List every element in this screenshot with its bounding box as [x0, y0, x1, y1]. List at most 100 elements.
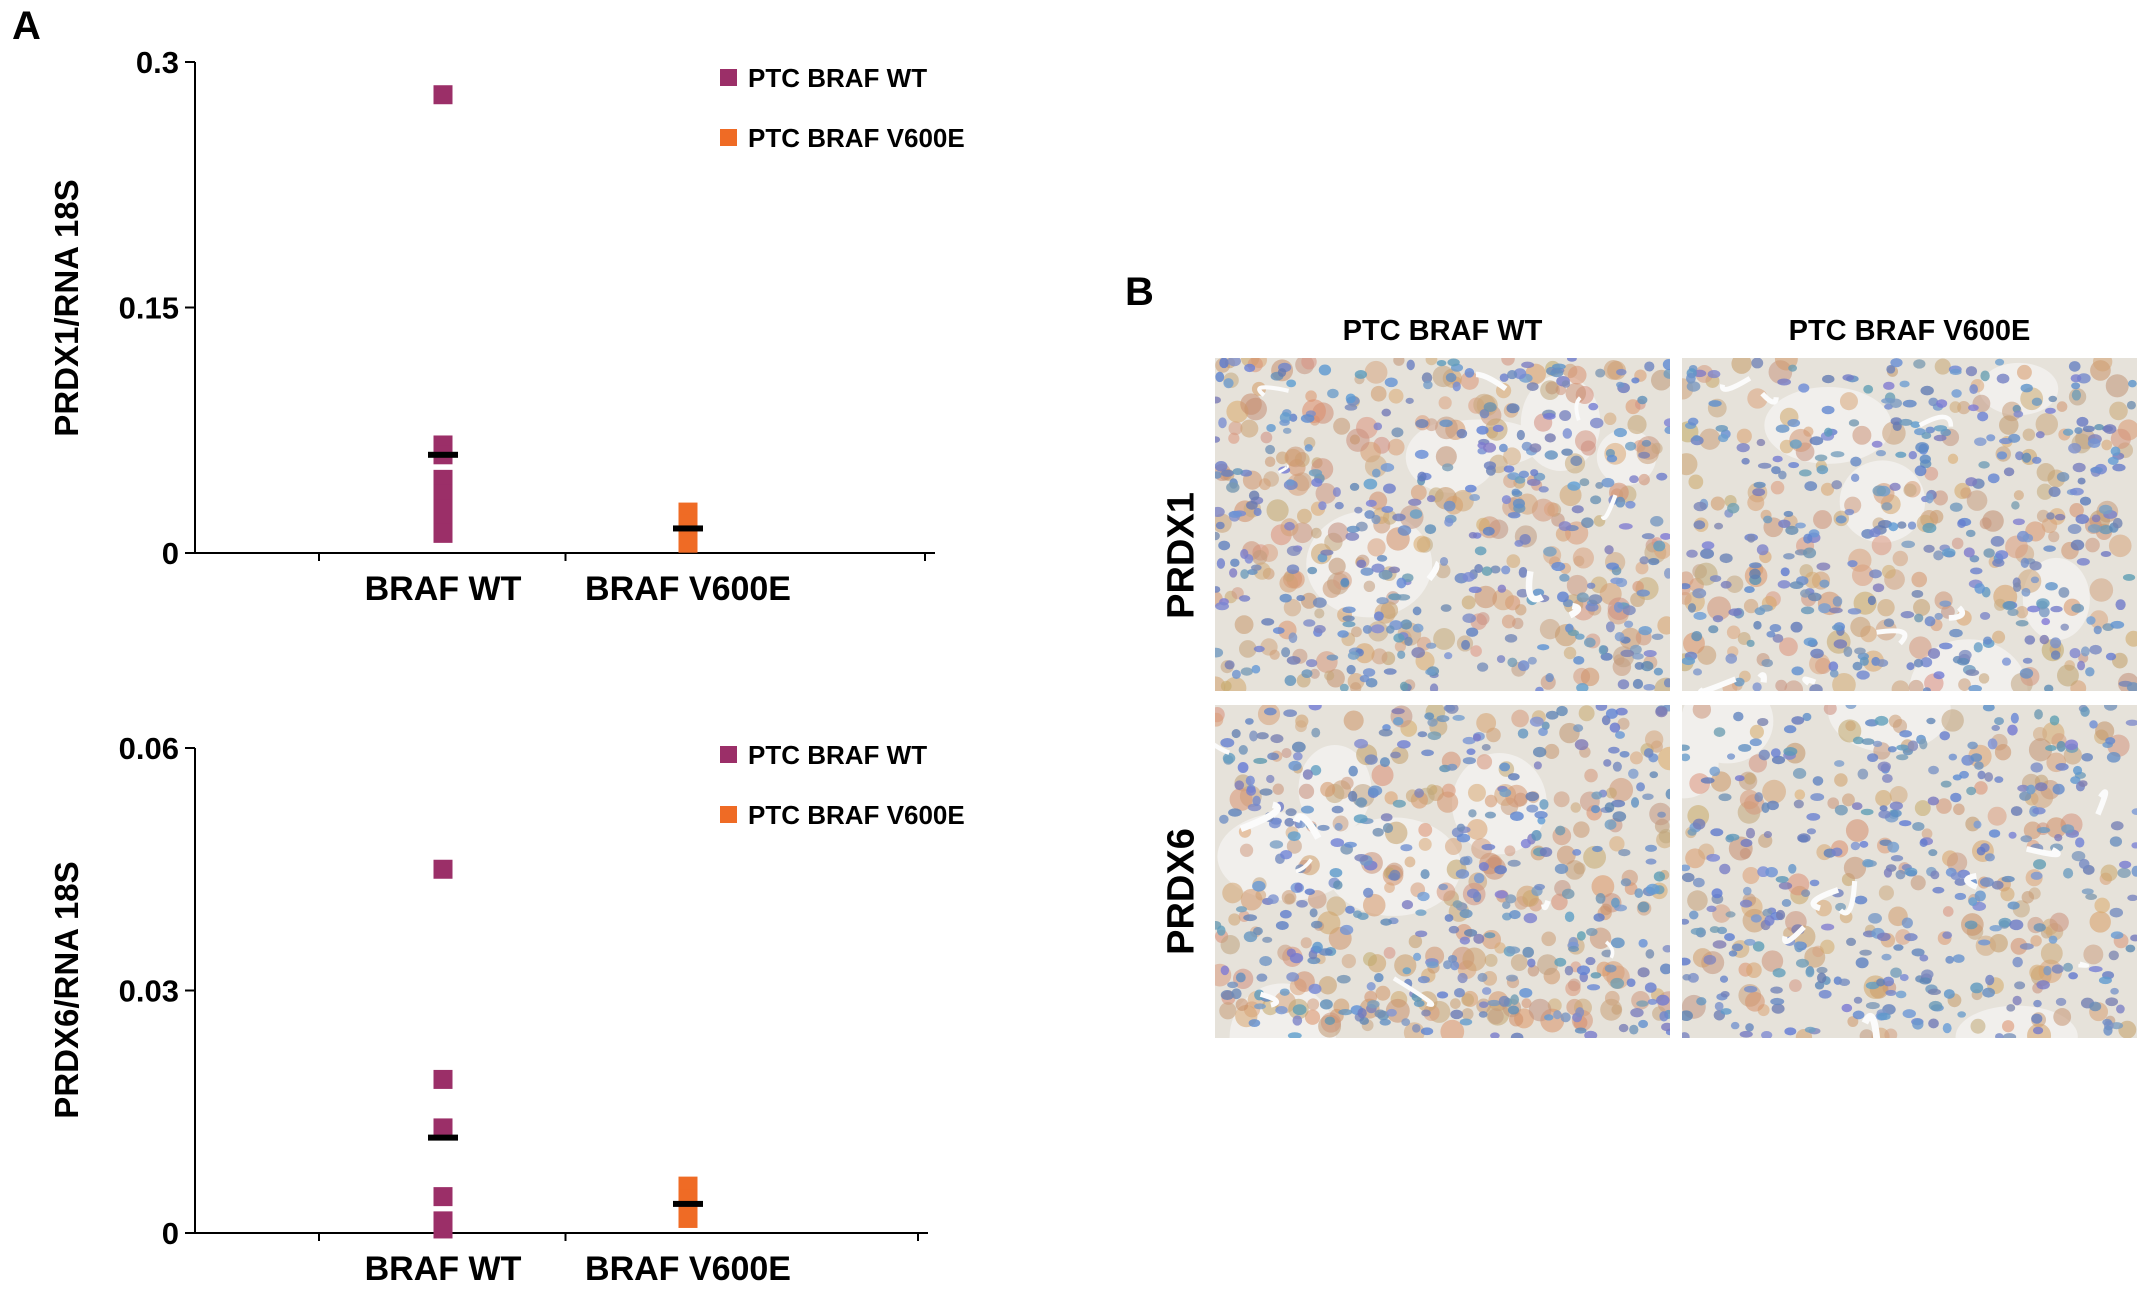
cell-nucleus	[1883, 381, 1895, 390]
cell-nucleus	[1476, 425, 1489, 435]
cell-nucleus	[1801, 889, 1811, 898]
cell-nucleus	[1459, 909, 1473, 919]
cell-nucleus	[2091, 514, 2101, 523]
stained-cytoplasm	[1591, 875, 1615, 898]
cell-nucleus	[1890, 967, 1902, 978]
cell-nucleus	[1443, 705, 1456, 712]
cell-nucleus	[1444, 517, 1454, 527]
cell-nucleus	[1554, 957, 1567, 967]
cell-nucleus	[1420, 869, 1430, 880]
cell-nucleus	[1566, 358, 1577, 362]
cell-nucleus	[2075, 514, 2090, 525]
cell-nucleus	[1802, 712, 1812, 722]
cell-nucleus	[1228, 808, 1242, 817]
cell-nucleus	[1973, 820, 1982, 829]
cell-nucleus	[1376, 554, 1388, 562]
cell-nucleus	[2109, 907, 2124, 918]
cell-nucleus	[1499, 788, 1512, 798]
cell-nucleus	[1682, 864, 1691, 872]
cell-nucleus	[1415, 909, 1427, 916]
cell-nucleus	[1220, 738, 1235, 748]
stained-cytoplasm	[1553, 791, 1570, 808]
cell-nucleus	[1234, 780, 1245, 790]
cell-nucleus	[1472, 733, 1482, 742]
cell-nucleus	[1215, 521, 1225, 530]
cell-nucleus	[2001, 875, 2015, 883]
cell-nucleus	[2110, 987, 2119, 995]
cell-nucleus	[1795, 958, 1809, 968]
cell-nucleus	[1312, 941, 1323, 953]
cell-nucleus	[1591, 791, 1603, 800]
cell-nucleus	[2069, 487, 2084, 496]
cell-nucleus	[1498, 995, 1510, 1007]
cell-nucleus	[1757, 717, 1769, 727]
cell-nucleus	[2088, 966, 2103, 973]
stained-cytoplasm	[1911, 571, 1928, 588]
cell-nucleus	[1359, 675, 1370, 683]
cell-nucleus	[1693, 501, 1707, 512]
stained-cytoplasm	[1320, 781, 1336, 797]
cell-nucleus	[1630, 797, 1640, 808]
stained-cytoplasm	[1387, 438, 1405, 456]
cell-nucleus	[1413, 952, 1422, 961]
cell-nucleus	[1934, 612, 1943, 620]
stained-cytoplasm	[1566, 574, 1588, 596]
cell-nucleus	[1756, 438, 1766, 447]
cell-nucleus	[1634, 662, 1645, 670]
cell-nucleus	[1356, 797, 1367, 808]
cell-nucleus	[1912, 821, 1925, 831]
cell-nucleus	[1860, 808, 1874, 816]
cell-nucleus	[1920, 657, 1933, 668]
cell-nucleus	[1788, 364, 1797, 372]
tissue-cleft	[1782, 925, 1806, 945]
cell-nucleus	[1447, 763, 1458, 771]
stained-cytoplasm	[1692, 705, 1712, 719]
cell-nucleus	[1790, 621, 1803, 633]
cell-nucleus	[1412, 623, 1424, 633]
stained-cytoplasm	[1743, 598, 1759, 614]
cell-nucleus	[1810, 648, 1824, 659]
cell-nucleus	[1798, 469, 1812, 477]
cell-nucleus	[2019, 943, 2034, 950]
cell-nucleus	[1927, 648, 1941, 659]
cell-nucleus	[1974, 583, 1985, 594]
cell-nucleus	[1603, 759, 1612, 767]
cell-nucleus	[1872, 740, 1883, 748]
cell-nucleus	[1555, 825, 1566, 836]
cell-nucleus	[1942, 548, 1956, 558]
cell-nucleus	[1356, 559, 1367, 569]
cell-nucleus	[1402, 967, 1412, 975]
cell-nucleus	[1354, 370, 1368, 379]
tissue-cleft	[2078, 961, 2090, 968]
cell-nucleus	[1380, 463, 1395, 472]
cell-nucleus	[1848, 419, 1860, 427]
cell-nucleus	[1466, 888, 1480, 899]
cell-nucleus	[1925, 492, 1934, 504]
cell-nucleus	[2078, 780, 2088, 787]
stained-cytoplasm	[1657, 616, 1670, 635]
cell-nucleus	[1949, 502, 1963, 512]
cell-nucleus	[1344, 404, 1358, 411]
cell-nucleus	[2064, 739, 2079, 751]
cell-nucleus	[1781, 899, 1792, 907]
cell-nucleus	[1450, 960, 1460, 971]
cell-nucleus	[1483, 461, 1497, 470]
stained-cytoplasm	[1234, 615, 1254, 635]
tissue-cleft	[1838, 880, 1858, 916]
cell-nucleus	[1745, 827, 1756, 839]
stained-cytoplasm	[1272, 783, 1284, 795]
cell-nucleus	[1857, 768, 1869, 780]
cell-nucleus	[1396, 740, 1411, 749]
stained-cytoplasm	[1710, 496, 1725, 511]
stained-cytoplasm	[1384, 882, 1395, 893]
stained-cytoplasm	[1494, 942, 1506, 954]
cell-nucleus	[1914, 613, 1924, 623]
stained-cytoplasm	[1476, 612, 1490, 626]
cell-nucleus	[1340, 578, 1350, 588]
cell-nucleus	[1436, 991, 1449, 999]
cell-nucleus	[1904, 933, 1918, 942]
cell-nucleus	[1481, 843, 1496, 851]
cell-nucleus	[2116, 1004, 2125, 1014]
cell-nucleus	[1218, 417, 1227, 429]
cell-nucleus	[2007, 608, 2019, 617]
